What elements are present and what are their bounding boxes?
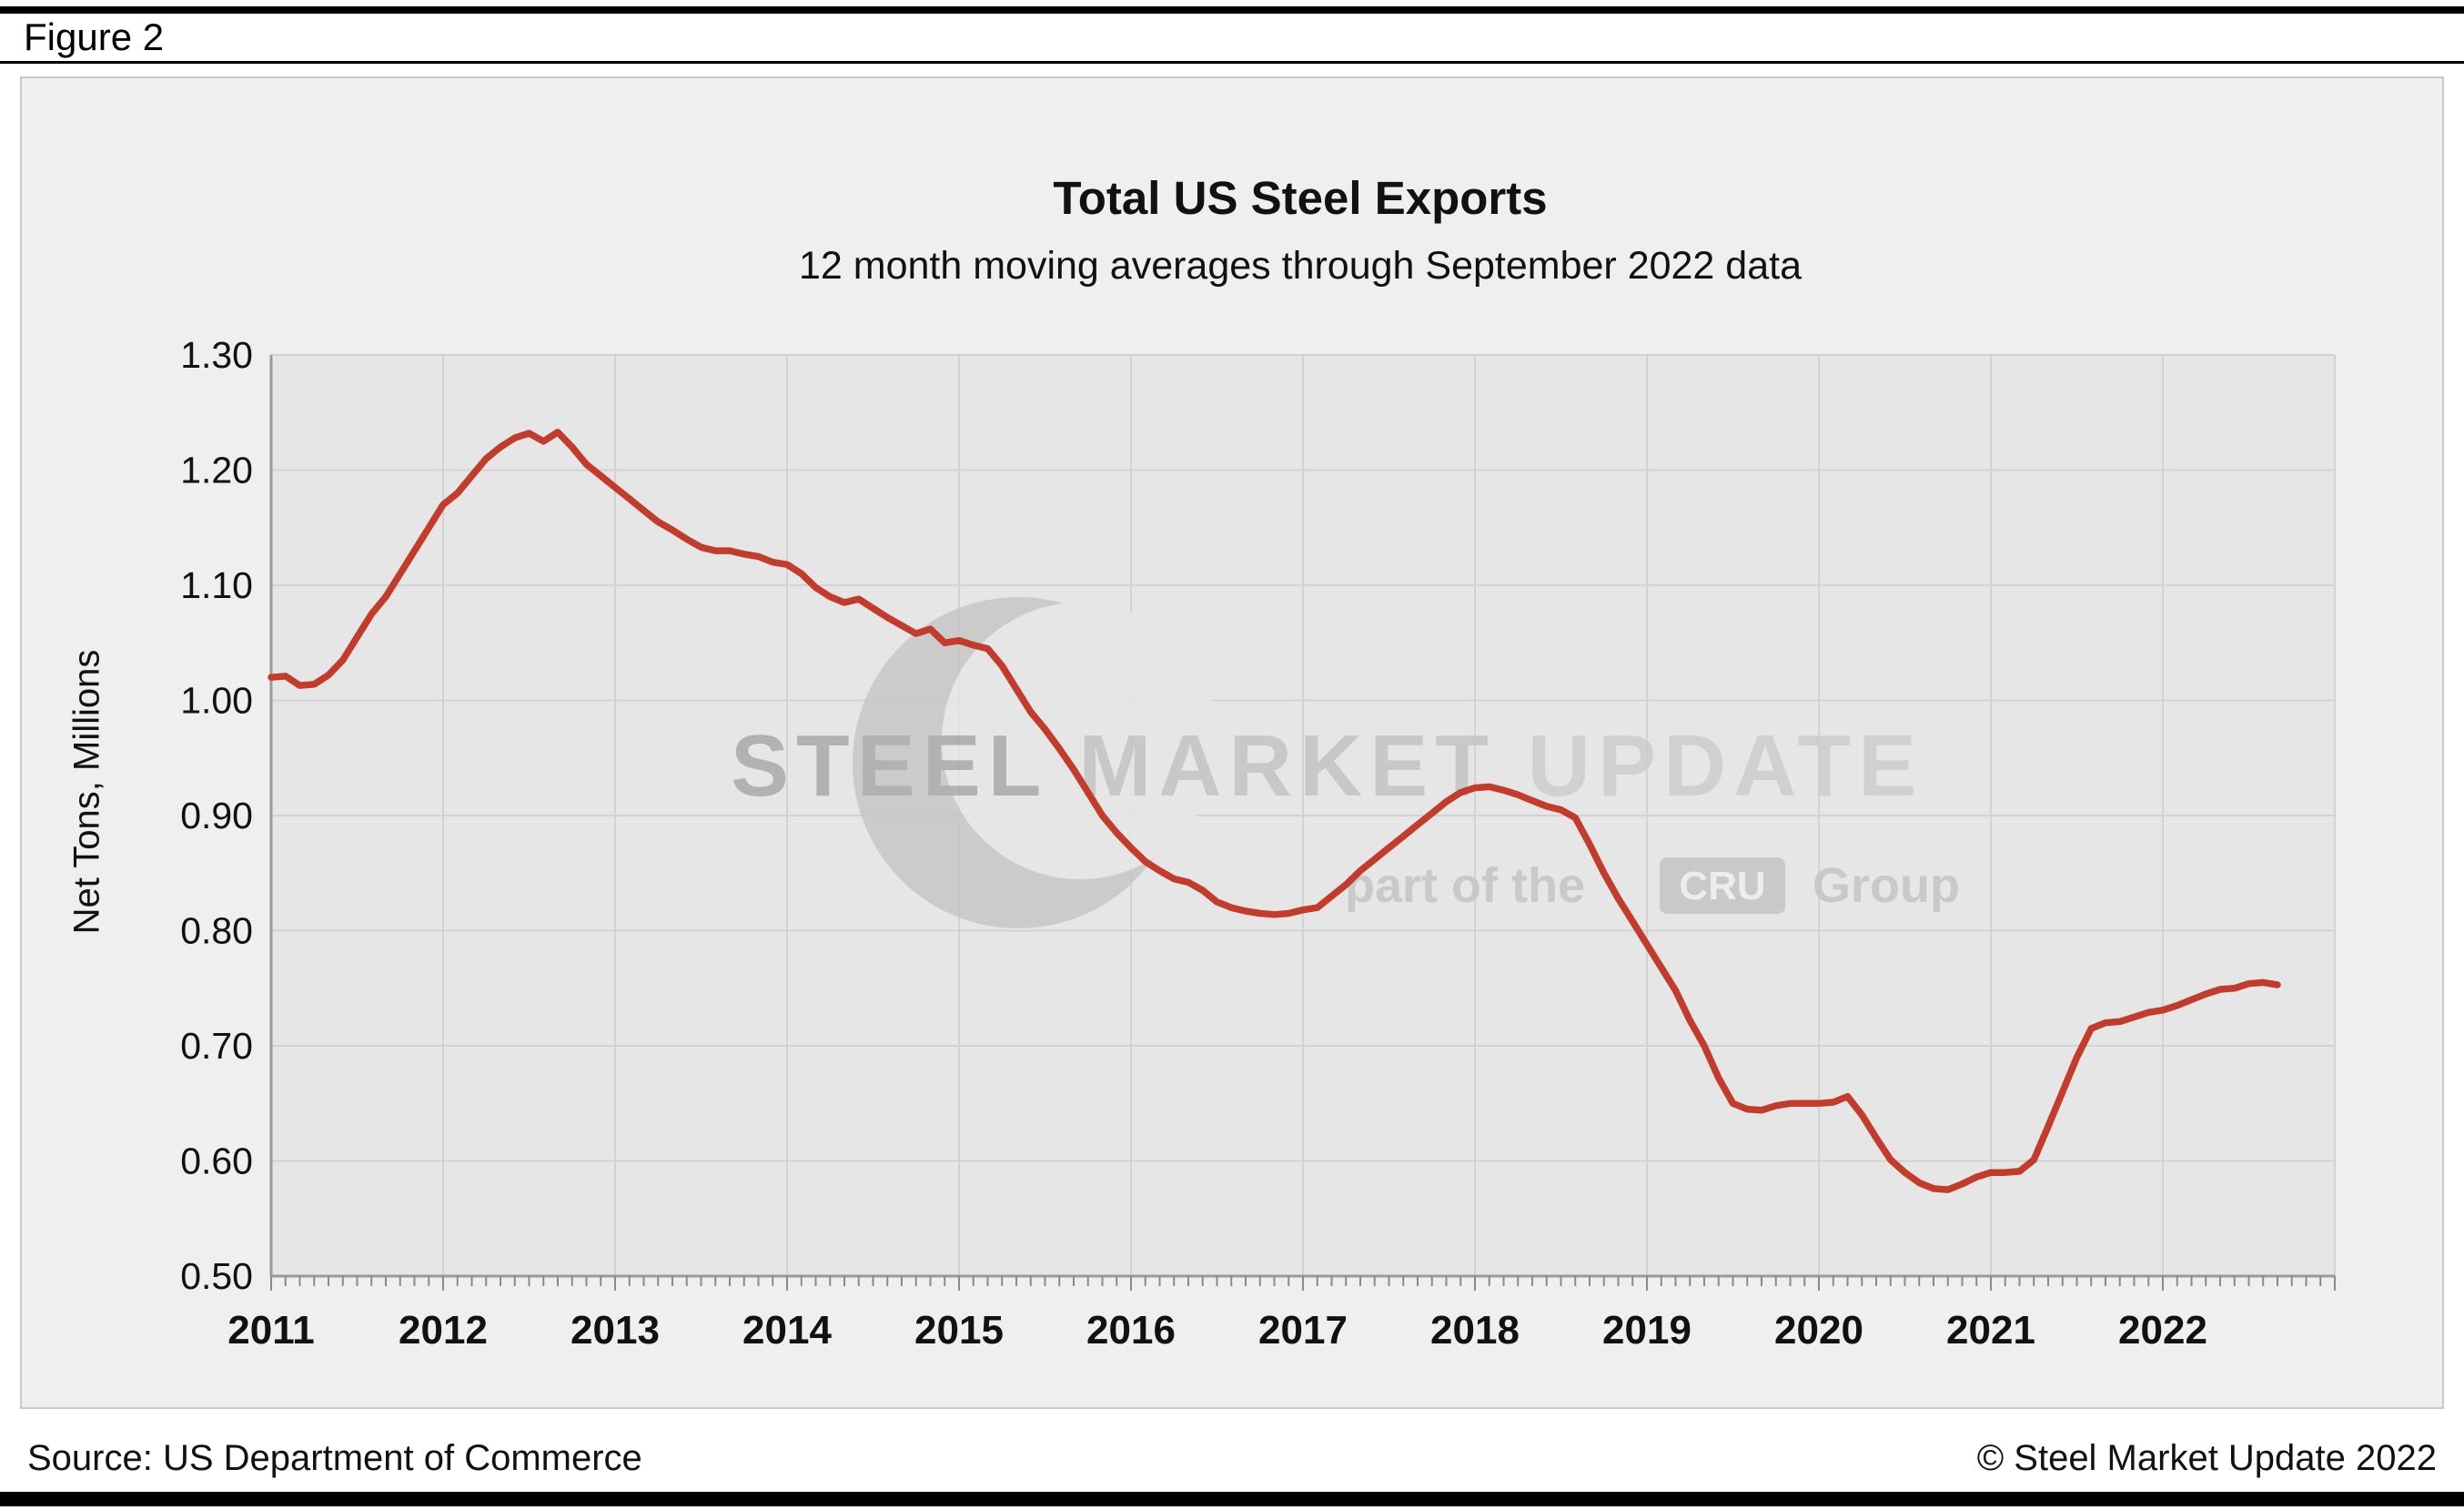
chart-footer: Source: US Department of Commerce © Stee… <box>0 1434 2464 1483</box>
y-tick-label: 1.30 <box>180 334 253 376</box>
x-tick-label: 2018 <box>1430 1308 1520 1353</box>
x-tick-label: 2013 <box>571 1308 660 1353</box>
chart-title: Total US Steel Exports <box>1053 172 1548 224</box>
x-tick-label: 2021 <box>1946 1308 2035 1353</box>
x-tick-label: 2012 <box>399 1308 488 1353</box>
top-border-rule <box>0 6 2464 14</box>
figure-header: Figure 2 <box>0 14 2464 64</box>
y-tick-label: 1.00 <box>180 680 253 722</box>
x-tick-label: 2019 <box>1602 1308 1691 1353</box>
y-tick-label: 0.80 <box>180 910 253 952</box>
watermark-tagline-prefix: part of the <box>1345 858 1585 913</box>
x-tick-label: 2014 <box>742 1308 832 1353</box>
line-chart: 0.50 0.60 0.70 0.80 0.90 1.00 1.10 1.20 1.30 STEE… <box>180 334 2336 1353</box>
x-tick-label: 2020 <box>1774 1308 1863 1353</box>
chart-card: 0.50 0.60 0.70 0.80 0.90 1.00 1.10 1.20 1.30 STEE… <box>20 76 2444 1409</box>
cru-logo-box <box>1660 857 1785 914</box>
x-tick-label: 2017 <box>1258 1308 1348 1353</box>
y-tick-label: 0.70 <box>180 1025 253 1067</box>
copyright-note: © Steel Market Update 2022 <box>1976 1437 2437 1478</box>
series-line <box>268 429 2281 1193</box>
watermark-tagline-suffix: Group <box>1813 858 1960 913</box>
bottom-border-bar <box>0 1492 2464 1506</box>
y-tick-label: 0.90 <box>180 795 253 836</box>
page-top-margin <box>0 0 2464 6</box>
figure-label: Figure 2 <box>24 15 165 58</box>
x-tick-label: 2011 <box>227 1308 314 1353</box>
y-tick-label: 0.60 <box>180 1140 253 1182</box>
cru-logo-text: CRU <box>1679 864 1765 908</box>
watermark: STEEL MARKET UPDATE part of the CRU Group <box>731 597 1960 928</box>
y-tick-label: 1.20 <box>180 450 253 492</box>
x-tick-label: 2022 <box>2118 1308 2207 1353</box>
x-tick-label: 2016 <box>1086 1308 1176 1353</box>
y-tick-label: 1.10 <box>180 564 253 606</box>
smu-crescent-cutout <box>942 603 1218 879</box>
chart-subtitle: 12 month moving averages through Septemb… <box>798 244 1802 288</box>
source-note: Source: US Department of Commerce <box>27 1437 642 1478</box>
watermark-brand-text: STEEL MARKET UPDATE <box>731 717 1924 815</box>
x-tick-label: 2015 <box>914 1308 1004 1353</box>
y-tick-label: 0.50 <box>180 1255 253 1297</box>
y-axis-title: Net Tons, Millions <box>66 649 107 935</box>
